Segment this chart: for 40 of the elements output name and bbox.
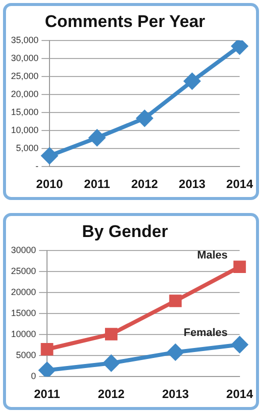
- series-label: Males: [197, 249, 228, 262]
- y-tick-label: 0: [31, 371, 36, 382]
- point: [103, 355, 120, 372]
- x-tick-label: 2014: [226, 177, 254, 192]
- point: [232, 336, 248, 353]
- y-tick-label: 10,000: [10, 125, 39, 136]
- y-tick-label: 10000: [10, 329, 36, 340]
- y-tick-label: 15,000: [10, 107, 39, 117]
- point: [232, 40, 248, 54]
- point: [136, 110, 153, 126]
- point: [104, 328, 118, 340]
- chart-title: By Gender: [82, 222, 168, 241]
- y-tick-label: -: [36, 161, 39, 172]
- point: [39, 362, 56, 377]
- y-tick-label: 5000: [16, 350, 36, 360]
- point: [233, 260, 246, 274]
- y-tick-label: 30000: [10, 244, 36, 255]
- x-tick-label: 2014: [226, 387, 254, 402]
- y-tick-label: 20000: [10, 286, 36, 297]
- x-tick-label: 2011: [34, 387, 60, 402]
- point: [184, 73, 200, 90]
- y-tick-label: 25,000: [10, 70, 39, 81]
- x-tick-label: 2013: [178, 177, 206, 192]
- x-tick-label: 2012: [98, 387, 125, 402]
- x-tick-label: 2011: [84, 177, 110, 192]
- point: [167, 344, 184, 360]
- y-tick-label: 20,000: [10, 88, 39, 99]
- series-label: Females: [184, 327, 228, 340]
- y-tick-label: 25000: [10, 266, 36, 276]
- y-tick-label: 15000: [10, 308, 36, 318]
- x-tick-label: 2012: [131, 177, 158, 192]
- point: [42, 148, 58, 164]
- x-tick-label: 2010: [36, 177, 64, 192]
- y-tick-label: 30,000: [10, 52, 39, 63]
- y-tick-label: 5,000: [16, 143, 39, 154]
- chart-title: Comments Per Year: [44, 12, 206, 31]
- point: [169, 294, 182, 308]
- x-tick-label: 2013: [162, 387, 190, 402]
- point: [89, 130, 106, 146]
- y-tick-label: 35,000: [10, 34, 39, 45]
